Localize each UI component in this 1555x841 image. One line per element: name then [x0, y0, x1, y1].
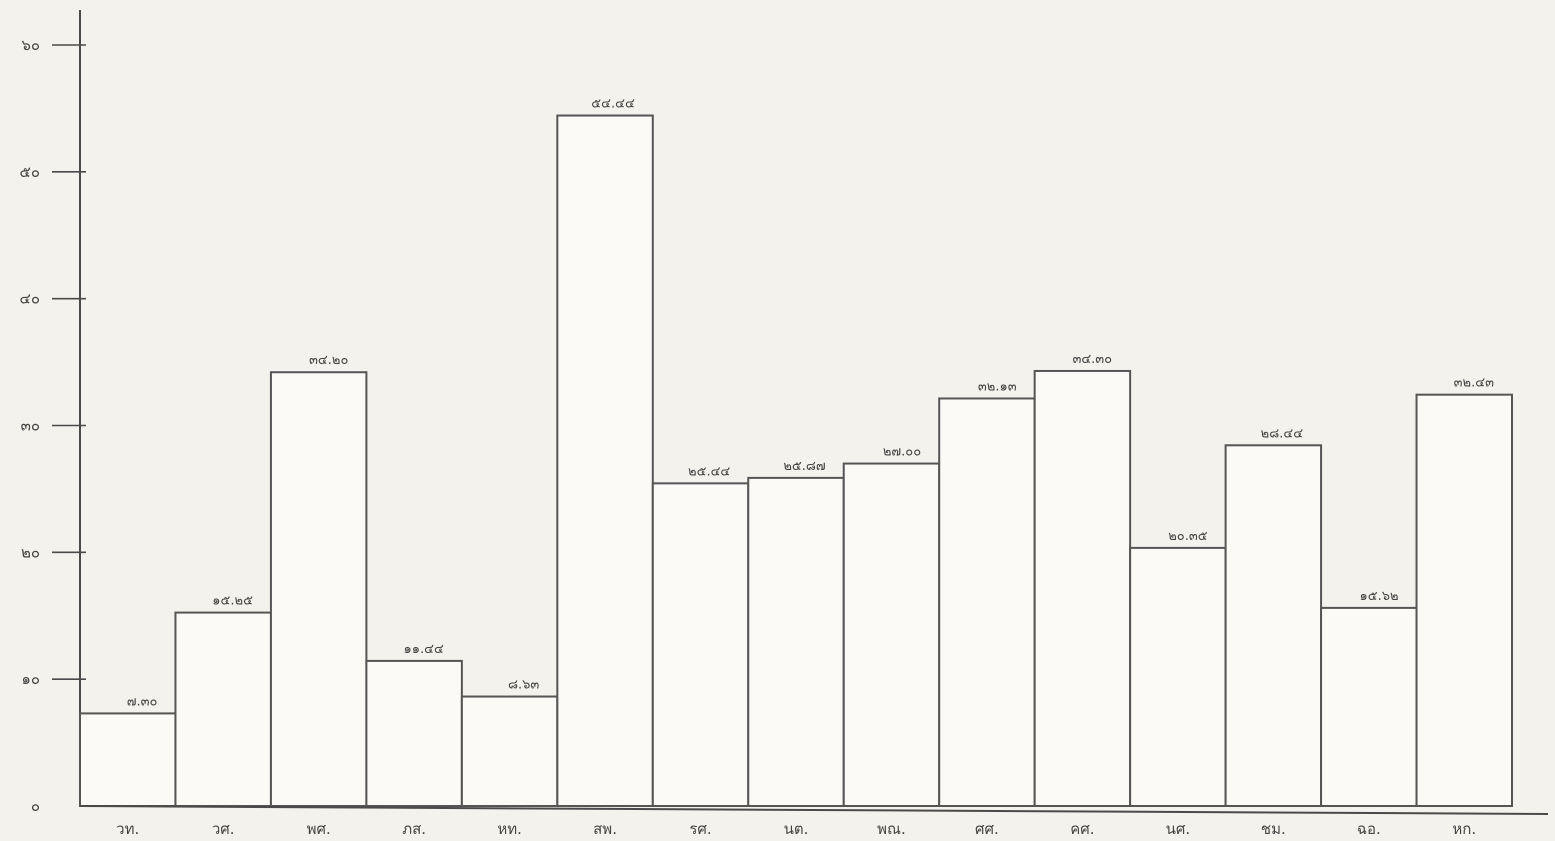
x-tick-label: สพ.: [593, 820, 617, 838]
data-label: ๒๕.๔๔: [688, 464, 730, 479]
data-label: ๕๔.๔๔: [591, 97, 635, 112]
data-label: ๒๕.๘๗: [783, 459, 825, 474]
x-axis-line: [79, 805, 1549, 815]
y-tick-label: ๒๐: [21, 543, 40, 561]
data-label: ๓๔.๓๐: [1072, 352, 1112, 367]
x-tick-label: ศศ.: [975, 820, 999, 838]
bar: [842, 462, 941, 807]
bar: [556, 114, 654, 807]
x-tick-label: วศ.: [212, 820, 235, 838]
bar: [938, 397, 1036, 807]
y-tick-label: ๑๐: [21, 670, 40, 688]
bar: [460, 695, 559, 808]
y-tick-label: ๐: [31, 797, 40, 815]
bar: [269, 371, 368, 807]
x-tick-label: ชม.: [1261, 820, 1286, 838]
data-label: ๒๘.๔๔: [1261, 426, 1304, 441]
y-tick-label: ๖๐: [21, 36, 40, 54]
x-tick-label: พศ.: [307, 820, 331, 838]
data-label: ๑๕.๖๒: [1359, 589, 1398, 604]
y-tick-label: ๓๐: [21, 417, 40, 435]
bar: [79, 712, 177, 808]
bar: [1224, 444, 1323, 807]
data-label: ๑๑.๔๔: [404, 642, 444, 657]
x-tick-label: คศ.: [1070, 820, 1094, 838]
bar: [174, 611, 272, 807]
bar: [1129, 546, 1227, 807]
bar: [651, 482, 750, 807]
x-tick-label: พณ.: [877, 820, 906, 838]
x-tick-label: นต.: [784, 820, 809, 838]
bar: [1415, 393, 1513, 807]
data-label: ๓๔.๒๐: [309, 353, 348, 368]
x-tick-label: รศ.: [689, 820, 711, 838]
x-tick-label: หท.: [497, 820, 522, 838]
bar: [1320, 606, 1418, 808]
x-axis: วท. วศ. พศ. ภส. หท. สพ. รศ. นต. พณ. ศศ. คศ. นศ. ชม. ฉ…: [79, 805, 1549, 838]
data-label: ๑๕.๒๕: [212, 594, 253, 609]
data-label: ๓๒.๑๓: [978, 379, 1017, 394]
data-label: ๓๒.๔๓: [1454, 376, 1494, 391]
y-tick-label: ๔๐: [19, 290, 40, 308]
bar: [1033, 369, 1132, 807]
data-label: ๒๐.๓๕: [1168, 529, 1208, 544]
data-label: ๘.๖๓: [508, 678, 539, 693]
data-label: ๗.๓๐: [127, 694, 158, 709]
x-tick-label: ภส.: [402, 820, 426, 838]
y-axis: ๐ ๑๐ ๒๐ ๓๐ ๔๐ ๕๐ ๖๐: [19, 10, 86, 815]
x-tick-label: ฉอ.: [1357, 820, 1381, 838]
bar: [365, 659, 463, 807]
x-tick-label: วท.: [116, 820, 139, 838]
x-tick-label: หก.: [1452, 820, 1476, 838]
bars: [79, 114, 1513, 808]
data-label: ๒๗.๐๐: [883, 445, 921, 460]
y-tick-label: ๕๐: [19, 163, 40, 181]
bar: [747, 476, 845, 807]
x-tick-label: นศ.: [1166, 820, 1191, 838]
